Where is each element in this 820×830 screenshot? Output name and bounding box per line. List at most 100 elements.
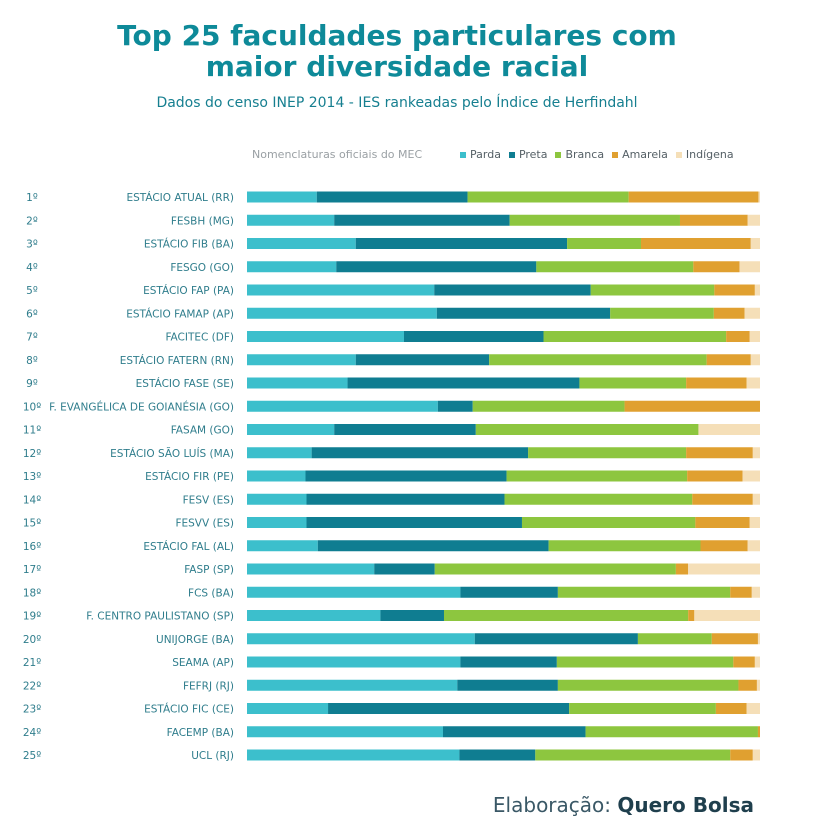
bar-segment-branca	[535, 749, 731, 761]
chart-title: Top 25 faculdades particulares com maior…	[0, 20, 794, 82]
bar-segment-indígena	[746, 377, 760, 389]
bar-segment-parda	[247, 563, 375, 575]
bar-segment-indígena	[744, 307, 760, 319]
bar-segment-branca	[567, 238, 641, 249]
credit-prefix: Elaboração:	[492, 793, 612, 817]
category-label: FEFRJ (RJ)	[183, 680, 234, 692]
bar-segment-preta	[457, 679, 558, 691]
bar-segment-indígena	[750, 238, 760, 249]
bar-segment-indígena	[739, 261, 760, 273]
bar-segment-preta	[436, 307, 611, 319]
bar-segment-indígena	[754, 656, 760, 668]
bar-segment-amarela	[679, 214, 748, 226]
legend-label: Amarela	[622, 148, 668, 161]
rank-label: 21º	[23, 657, 41, 669]
bar-segment-amarela	[675, 563, 689, 575]
category-label: FACITEC (DF)	[165, 332, 234, 344]
bar-segment-preta	[316, 191, 468, 203]
bar-segment-branca	[610, 307, 714, 319]
bar-segment-branca	[557, 679, 739, 691]
category-label: ESTÁCIO FAMAP (AP)	[126, 307, 234, 320]
bar-segment-indígena	[747, 214, 760, 226]
bar-segment-parda	[247, 703, 329, 714]
bar-segment-preta	[328, 703, 570, 714]
rank-label: 7º	[26, 332, 38, 344]
bar-segment-amarela	[726, 331, 750, 342]
bar-segment-parda	[247, 586, 461, 598]
category-label: FCS (BA)	[188, 587, 234, 599]
legend-label: Indígena	[685, 148, 734, 161]
legend-item: Branca	[555, 148, 604, 161]
rank-label: 22º	[23, 680, 41, 692]
rank-label: 1º	[26, 192, 38, 204]
rank-label: 6º	[26, 308, 38, 320]
rank-label: 13º	[23, 471, 41, 483]
bar-segment-branca	[569, 703, 716, 714]
bar-segment-branca	[443, 610, 689, 621]
bar-segment-amarela	[688, 610, 695, 621]
bar-segment-indígena	[750, 354, 760, 366]
bar-segment-parda	[247, 377, 348, 389]
legend-item: Preta	[508, 148, 548, 161]
legend-label: Preta	[518, 148, 548, 161]
category-label: FASP (SP)	[184, 564, 234, 576]
rank-label: 18º	[23, 587, 41, 599]
bar-segment-parda	[247, 447, 312, 459]
bar-segment-branca	[528, 447, 687, 459]
bar-segment-preta	[317, 540, 549, 552]
legend-swatch	[612, 151, 619, 158]
bar-segment-parda	[247, 470, 306, 482]
category-label: FACEMP (BA)	[167, 727, 234, 739]
bar-segment-amarela	[640, 238, 751, 249]
bar-segment-parda	[247, 354, 356, 366]
bar-segment-amarela	[713, 307, 745, 319]
rank-label: 24º	[23, 727, 41, 739]
rank-label: 3º	[26, 239, 38, 251]
bar-segment-branca	[548, 540, 701, 552]
bar-segment-preta	[305, 470, 507, 482]
bar-segment-amarela	[738, 679, 757, 691]
rank-label: 23º	[23, 704, 41, 716]
bar-segment-parda	[247, 493, 307, 505]
rank-label: 25º	[23, 750, 41, 762]
category-label: ESTÁCIO FIB (BA)	[144, 238, 234, 251]
category-label: FESBH (MG)	[171, 215, 234, 227]
bar-segment-branca	[579, 377, 687, 389]
bar-segment-branca	[557, 586, 731, 598]
bar-segment-parda	[247, 726, 443, 738]
chart-subtitle: Dados do censo INEP 2014 - IES rankeadas…	[156, 95, 638, 111]
bar-segment-branca	[556, 656, 734, 668]
bar-segment-parda	[247, 610, 381, 621]
bar-segment-indígena	[694, 610, 760, 621]
bar-segment-preta	[460, 656, 557, 668]
category-label: F. CENTRO PAULISTANO (SP)	[86, 611, 234, 623]
bar-segment-preta	[434, 284, 591, 296]
category-label: ESTÁCIO FATERN (RN)	[120, 354, 234, 367]
bar-segment-amarela	[711, 633, 758, 645]
bar-segment-preta	[474, 633, 638, 645]
category-label: FESVV (ES)	[175, 518, 234, 530]
bar-segment-branca	[637, 633, 712, 645]
bar-segment-preta	[306, 517, 522, 528]
bar-segment-parda	[247, 540, 318, 552]
rank-label: 11º	[23, 425, 41, 437]
category-label: ESTÁCIO ATUAL (RR)	[126, 191, 234, 204]
rank-label: 2º	[26, 215, 38, 227]
bar-segment-amarela	[715, 703, 747, 714]
bar-segment-parda	[247, 517, 307, 528]
bar-segment-branca	[536, 261, 694, 273]
rank-label: 20º	[23, 634, 41, 646]
bar-segment-branca	[509, 214, 680, 226]
legend-item: Indígena	[675, 148, 734, 161]
category-label: ESTÁCIO FAL (AL)	[143, 540, 234, 553]
bar-segment-preta	[336, 261, 537, 273]
bar-segment-indígena	[758, 191, 760, 203]
rank-label: 16º	[23, 541, 41, 553]
bar-segment-preta	[355, 238, 568, 249]
bar-segment-amarela	[730, 749, 753, 761]
bar-segment-amarela	[695, 517, 750, 528]
bar-segment-preta	[442, 726, 586, 738]
bar-segment-indígena	[747, 540, 760, 552]
bar-segment-preta	[334, 424, 476, 435]
